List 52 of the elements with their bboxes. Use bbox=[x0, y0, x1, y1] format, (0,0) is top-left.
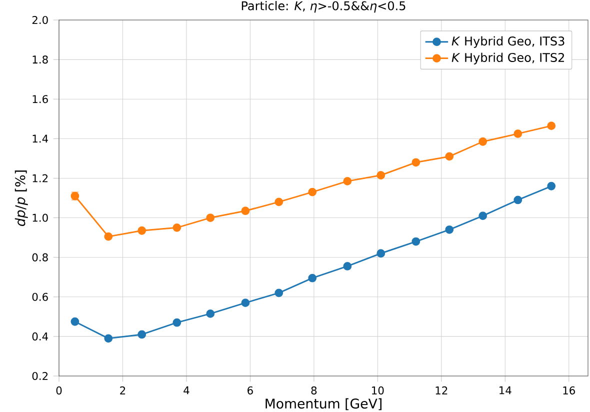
x-tick-label: 12 bbox=[436, 386, 448, 394]
point bbox=[478, 137, 488, 146]
point bbox=[241, 298, 250, 308]
point bbox=[343, 176, 352, 186]
y-tick-label: 1.4 bbox=[32, 134, 48, 143]
point bbox=[241, 206, 250, 216]
point bbox=[308, 188, 317, 196]
y-tick-label: 0.4 bbox=[32, 332, 48, 340]
point bbox=[514, 196, 522, 204]
point bbox=[343, 262, 352, 270]
x-axis-title: Momentum [GeV] bbox=[266, 398, 382, 410]
x-tick-label: 8 bbox=[311, 386, 317, 394]
y-tick-label: 1.8 bbox=[32, 56, 48, 64]
x-tick-label: 10 bbox=[372, 386, 384, 394]
point bbox=[172, 223, 182, 232]
y-tick-label: 0.8 bbox=[32, 253, 48, 262]
y-tick-label: 1.2 bbox=[32, 174, 48, 182]
point bbox=[547, 182, 556, 190]
y-tick-label: 2.0 bbox=[32, 16, 48, 24]
x-tick-label: 2 bbox=[120, 386, 126, 394]
point bbox=[308, 274, 317, 282]
point bbox=[70, 317, 80, 326]
point bbox=[412, 237, 420, 246]
point bbox=[138, 226, 146, 235]
point bbox=[445, 152, 454, 161]
x-tick-label: 0 bbox=[56, 386, 62, 394]
point bbox=[274, 198, 284, 206]
point bbox=[547, 122, 556, 130]
legend-label: K Hybrid Geo, ITS3 bbox=[452, 36, 564, 48]
y-tick-label: 0.6 bbox=[32, 292, 48, 301]
point bbox=[172, 318, 182, 327]
point bbox=[412, 158, 420, 167]
y-tick-label: 0.2 bbox=[32, 372, 48, 380]
point bbox=[478, 212, 488, 220]
point bbox=[104, 334, 113, 343]
point bbox=[514, 130, 522, 138]
point bbox=[206, 214, 215, 222]
point bbox=[376, 171, 386, 180]
point bbox=[138, 330, 146, 339]
x-tick-label: 14 bbox=[500, 386, 512, 394]
point bbox=[376, 249, 386, 258]
legend-label: K Hybrid Geo, ITS2 bbox=[452, 52, 564, 64]
chart-title: Particle: K, η>-0.5&&η<0.5 bbox=[242, 1, 406, 13]
point bbox=[206, 310, 215, 318]
point bbox=[104, 232, 113, 241]
x-tick-label: 4 bbox=[184, 386, 190, 394]
y-tick-label: 1.6 bbox=[32, 95, 48, 104]
y-tick-label: 1.0 bbox=[32, 214, 48, 222]
x-tick-label: 6 bbox=[248, 386, 253, 394]
x-tick-label: 16 bbox=[563, 386, 575, 394]
point bbox=[274, 288, 284, 298]
point bbox=[445, 225, 454, 234]
